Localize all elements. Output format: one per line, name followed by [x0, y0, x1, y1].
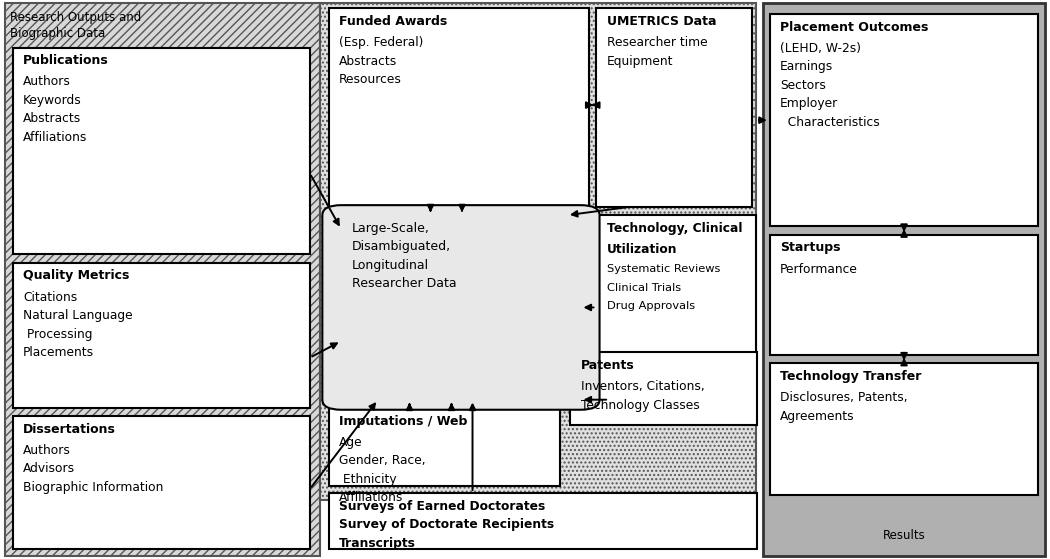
- Text: Authors: Authors: [23, 75, 71, 88]
- FancyBboxPatch shape: [596, 215, 756, 400]
- FancyBboxPatch shape: [329, 493, 757, 549]
- Text: Technology Classes: Technology Classes: [581, 399, 699, 411]
- Text: (Esp. Federal): (Esp. Federal): [339, 36, 423, 49]
- Text: Transcripts: Transcripts: [339, 537, 416, 549]
- Text: Startups: Startups: [780, 241, 841, 254]
- Text: Employer: Employer: [780, 97, 838, 110]
- Text: Performance: Performance: [780, 263, 858, 276]
- Text: Keywords: Keywords: [23, 94, 82, 107]
- FancyBboxPatch shape: [770, 14, 1038, 226]
- Text: Biographic Information: Biographic Information: [23, 481, 164, 494]
- Text: Surveys of Earned Doctorates: Surveys of Earned Doctorates: [339, 500, 545, 513]
- FancyBboxPatch shape: [13, 48, 310, 254]
- Text: Placements: Placements: [23, 346, 94, 359]
- Text: (LEHD, W-2s): (LEHD, W-2s): [780, 42, 861, 55]
- Text: Disclosures, Patents,: Disclosures, Patents,: [780, 391, 908, 404]
- Text: Dissertations: Dissertations: [23, 423, 115, 435]
- Text: Longitudinal: Longitudinal: [352, 259, 428, 272]
- Text: Results: Results: [883, 529, 925, 542]
- FancyBboxPatch shape: [329, 408, 560, 486]
- FancyBboxPatch shape: [5, 3, 320, 556]
- FancyBboxPatch shape: [13, 416, 310, 549]
- Text: Affiliations: Affiliations: [23, 131, 87, 144]
- Text: Affiliations: Affiliations: [339, 491, 403, 504]
- Text: Advisors: Advisors: [23, 462, 76, 475]
- Text: Publications: Publications: [23, 54, 109, 67]
- Text: Ethnicity: Ethnicity: [339, 473, 397, 486]
- Text: Characteristics: Characteristics: [780, 116, 880, 129]
- Text: Abstracts: Abstracts: [339, 55, 397, 68]
- Text: Technology, Clinical: Technology, Clinical: [607, 222, 742, 235]
- Text: Clinical Trials: Clinical Trials: [607, 283, 681, 293]
- Text: Research Outputs and
Biographic Data: Research Outputs and Biographic Data: [10, 11, 142, 40]
- Text: Citations: Citations: [23, 291, 78, 304]
- Text: Equipment: Equipment: [607, 55, 673, 68]
- FancyBboxPatch shape: [763, 3, 1045, 556]
- Text: Imputations / Web: Imputations / Web: [339, 415, 467, 428]
- FancyBboxPatch shape: [770, 363, 1038, 495]
- Text: Resources: Resources: [339, 73, 402, 86]
- FancyBboxPatch shape: [570, 352, 757, 425]
- Text: Natural Language: Natural Language: [23, 309, 132, 322]
- Text: Agreements: Agreements: [780, 410, 855, 423]
- Text: Utilization: Utilization: [607, 243, 677, 256]
- Text: Technology Transfer: Technology Transfer: [780, 370, 922, 383]
- Text: Systematic Reviews: Systematic Reviews: [607, 264, 720, 274]
- Text: Authors: Authors: [23, 444, 71, 457]
- Text: Patents: Patents: [581, 359, 634, 372]
- Text: Funded Awards: Funded Awards: [339, 15, 447, 28]
- Text: Large-Scale,: Large-Scale,: [352, 222, 429, 235]
- FancyBboxPatch shape: [320, 3, 756, 500]
- FancyBboxPatch shape: [596, 8, 752, 207]
- FancyBboxPatch shape: [329, 8, 589, 207]
- Text: Gender, Race,: Gender, Race,: [339, 454, 426, 467]
- Text: Researcher time: Researcher time: [607, 36, 708, 49]
- Text: Abstracts: Abstracts: [23, 112, 81, 125]
- Text: Sectors: Sectors: [780, 79, 826, 92]
- Text: Age: Age: [339, 436, 363, 449]
- Text: Processing: Processing: [23, 328, 92, 340]
- Text: Disambiguated,: Disambiguated,: [352, 240, 450, 253]
- FancyBboxPatch shape: [13, 263, 310, 408]
- FancyBboxPatch shape: [322, 205, 600, 410]
- Text: Earnings: Earnings: [780, 60, 834, 73]
- Text: UMETRICS Data: UMETRICS Data: [607, 15, 716, 28]
- Text: Drug Approvals: Drug Approvals: [607, 301, 695, 311]
- FancyBboxPatch shape: [770, 235, 1038, 355]
- Text: Inventors, Citations,: Inventors, Citations,: [581, 380, 705, 393]
- Text: Survey of Doctorate Recipients: Survey of Doctorate Recipients: [339, 518, 554, 531]
- Text: Placement Outcomes: Placement Outcomes: [780, 21, 928, 34]
- Text: Quality Metrics: Quality Metrics: [23, 269, 129, 282]
- Text: Inputs: Inputs: [521, 11, 556, 24]
- Text: Researcher Data: Researcher Data: [352, 277, 457, 290]
